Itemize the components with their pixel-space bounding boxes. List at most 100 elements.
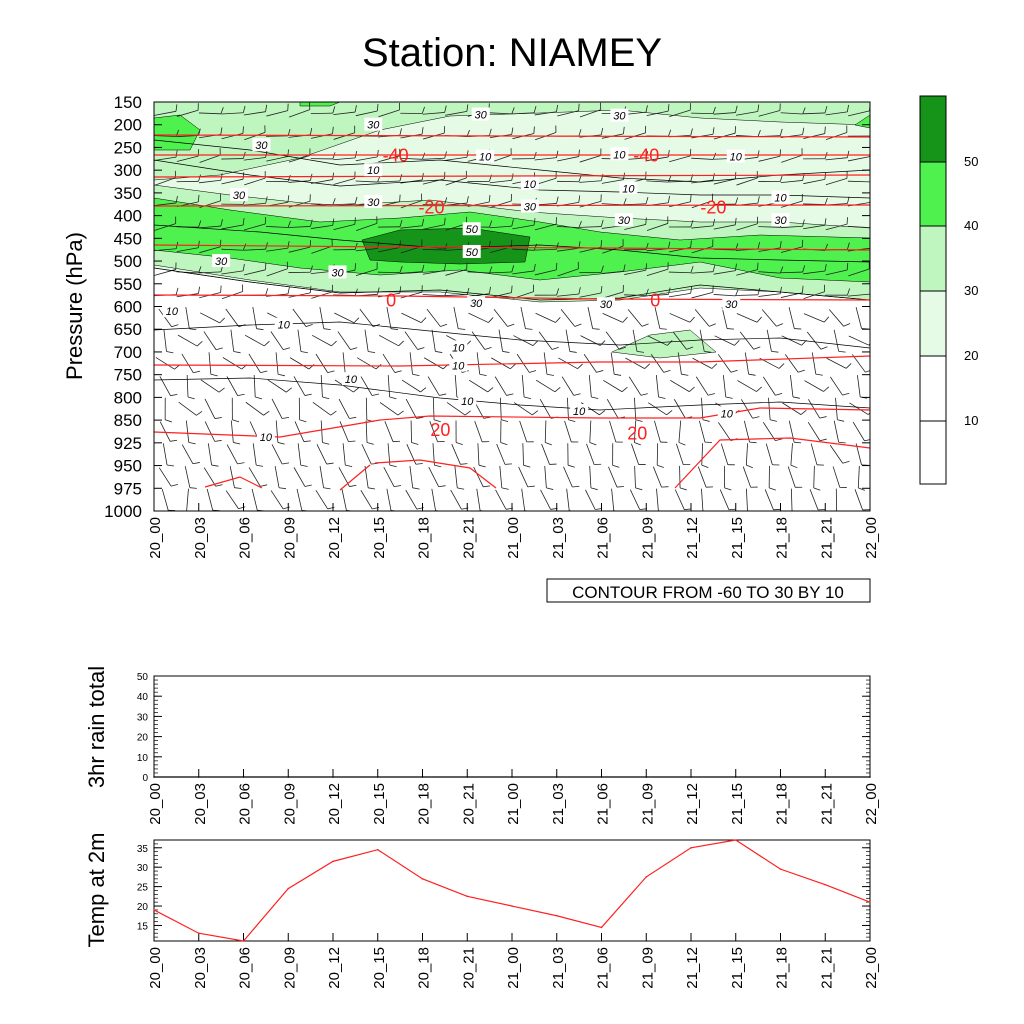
wind-barb: [813, 465, 815, 488]
wind-barb-feather: [690, 128, 693, 136]
temperature-label: -20: [418, 198, 444, 218]
temperature-label: -40: [633, 145, 659, 165]
wind-speed-label: 30: [233, 190, 246, 202]
wind-barb-feather: [466, 104, 469, 112]
wind-barb: [177, 334, 198, 347]
wind-barb: [678, 420, 682, 443]
wind-speed-label: 10: [461, 396, 474, 408]
wind-barb-feather: [375, 364, 382, 370]
wind-speed-label-bg: [364, 194, 383, 208]
wind-barb: [701, 488, 704, 511]
wind-barb-feather: [215, 347, 223, 351]
wind-speed-label-bg: [467, 296, 486, 310]
wind-barb: [691, 271, 714, 274]
wind-barb: [556, 247, 579, 252]
wind-barb-feather: [282, 417, 290, 419]
pressure-tick-label: 300: [114, 161, 142, 180]
wind-barb: [450, 489, 462, 510]
wind-barb: [832, 466, 841, 488]
wind-barb: [297, 329, 302, 352]
wind-barb-feather: [504, 463, 512, 465]
wind-barb-feather: [645, 196, 649, 204]
wind-speed-label: 30: [618, 215, 631, 227]
wind-barb: [409, 352, 413, 375]
wind-barb-feather: [310, 219, 313, 227]
time-label: 22_00: [863, 947, 880, 989]
wind-barb: [422, 112, 445, 115]
wind-barb-feather: [858, 487, 865, 491]
wind-barb-feather: [484, 346, 492, 350]
y-tick-label: 35: [137, 844, 149, 855]
time-label: 21_21: [818, 783, 835, 825]
wind-barb: [320, 420, 323, 443]
wind-barb: [379, 402, 399, 416]
wind-barb-feather: [666, 410, 673, 416]
wind-barb: [186, 488, 189, 511]
temp-series: [153, 839, 871, 942]
wind-barb-feather: [734, 217, 737, 225]
wind-barb: [184, 466, 191, 488]
wind-barb: [383, 466, 395, 487]
wind-barb-feather: [578, 287, 581, 295]
main-time-label: 21_15: [729, 517, 746, 559]
wind-barb: [624, 269, 646, 275]
wind-barb: [579, 200, 602, 208]
data-point: [421, 878, 424, 880]
wind-barb-feather: [349, 484, 357, 487]
y-tick-label: 0: [142, 773, 148, 784]
y-tick-label: 20: [137, 902, 149, 913]
wind-barb: [378, 155, 400, 163]
y-tick-label: 30: [137, 863, 149, 874]
wind-barb-feather: [330, 410, 337, 416]
wind-barb-feather: [416, 416, 424, 419]
wind-barb: [669, 109, 691, 118]
wind-barb: [781, 154, 803, 163]
wind-barb: [766, 329, 772, 352]
colorbar-box-50: [919, 95, 947, 163]
wind-barb: [744, 352, 750, 375]
wind-barb-feather: [444, 105, 447, 113]
wind-speed-label: 30: [613, 111, 626, 123]
wind-barb-feather: [507, 323, 515, 327]
wind-barb-feather: [864, 439, 870, 442]
wind-speed-label: 30: [475, 109, 488, 121]
wind-barb: [199, 154, 221, 163]
wind-barb-feather: [399, 240, 401, 248]
wind-barb: [387, 375, 391, 398]
wind-barb-feather: [556, 104, 559, 112]
wind-barb-feather: [376, 104, 379, 112]
wind-barb: [691, 200, 713, 209]
wind-barb: [691, 225, 714, 229]
wind-barb: [498, 329, 503, 352]
wind-barb-feather: [323, 328, 331, 331]
wind-barb: [825, 132, 847, 140]
pressure-tick-label: 700: [114, 343, 142, 362]
wind-barb-feather: [444, 289, 448, 296]
wind-barb: [579, 226, 602, 228]
wind-barb-feather: [590, 487, 598, 491]
wind-barb-feather: [417, 347, 425, 350]
wind-barb-feather: [398, 340, 404, 347]
wind-barb: [468, 379, 488, 393]
pressure-tick-label: 250: [114, 138, 142, 157]
wind-barb-feather: [193, 370, 201, 374]
wind-barb-feather: [779, 266, 784, 274]
wind-barb: [633, 420, 637, 443]
wind-speed-label-bg: [771, 190, 790, 204]
wind-barb: [198, 112, 221, 115]
wind-barb: [833, 329, 840, 352]
wind-barb: [334, 312, 355, 324]
temperature-contours: [154, 134, 870, 491]
wind-barb: [400, 200, 422, 209]
wind-barb-feather: [797, 369, 805, 373]
wind-barb: [522, 443, 524, 466]
wind-barb: [624, 224, 646, 230]
data-point: [779, 868, 782, 870]
wind-barb: [740, 399, 753, 419]
wind-barb-feather: [242, 172, 245, 180]
wind-barb-feather: [264, 340, 270, 347]
y-tick-label: 40: [137, 692, 149, 703]
wind-barb-feather: [645, 263, 648, 271]
wind-barb: [378, 109, 400, 118]
data-point: [197, 932, 200, 935]
